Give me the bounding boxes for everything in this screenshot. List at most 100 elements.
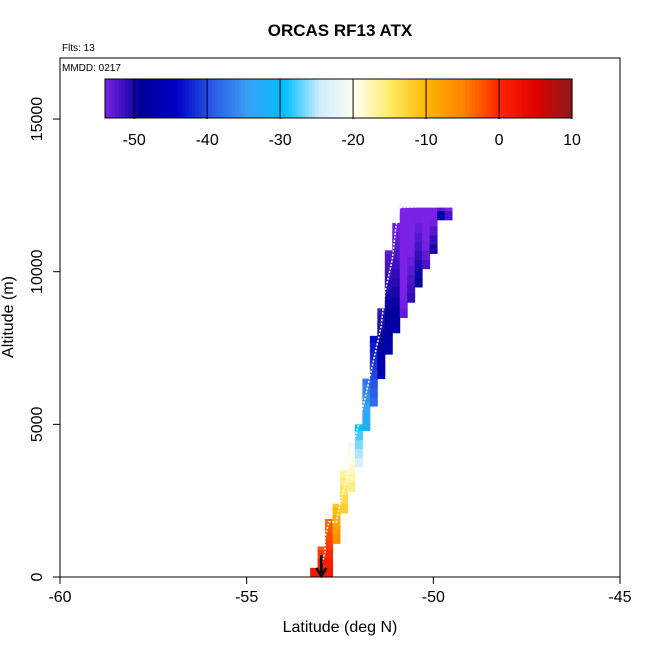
heatmap-cell	[392, 268, 401, 279]
heatmap-cell	[362, 421, 371, 431]
heatmap-cells	[310, 207, 453, 578]
flight-track	[315, 205, 449, 579]
heatmap-cell	[325, 522, 334, 532]
heatmap-cell	[392, 323, 401, 334]
colorbar-segment	[135, 79, 139, 118]
colorbar-segment	[328, 79, 333, 118]
colorbar-segment	[395, 79, 400, 118]
colorbar-segment	[448, 79, 453, 118]
x-tick-label: -55	[235, 589, 258, 606]
colorbar-segment	[378, 79, 383, 118]
heatmap-cell	[429, 216, 438, 227]
heatmap-cell	[392, 259, 401, 270]
heatmap-cell	[310, 567, 319, 578]
heatmap-cell	[347, 442, 356, 447]
colorbar-segment	[305, 79, 310, 118]
heatmap-cell	[325, 567, 334, 578]
colorbar-segment	[408, 79, 413, 118]
heatmap-cell	[317, 549, 326, 560]
heatmap-cell	[414, 259, 423, 270]
colorbar-segment	[291, 79, 296, 118]
colorbar-segment	[428, 79, 433, 118]
heatmap-cell	[399, 235, 408, 245]
colorbar-segment	[185, 79, 189, 118]
heatmap-cell	[340, 503, 348, 514]
heatmap-cell	[354, 439, 363, 450]
colorbar-segment	[515, 79, 520, 118]
heatmap-cell	[369, 396, 378, 407]
flight-track-line	[320, 205, 449, 577]
colorbar-segment	[498, 79, 503, 118]
heatmap-cell	[422, 222, 431, 233]
colorbar-segment	[561, 79, 566, 118]
colorbar-segment	[311, 79, 316, 118]
heatmap-cell	[399, 253, 408, 264]
colorbar-segment	[248, 79, 253, 118]
colorbar-segment	[138, 79, 143, 118]
colorbar-segment	[475, 79, 480, 118]
heatmap-cell	[407, 247, 416, 257]
colorbar-segment	[161, 79, 166, 118]
colorbar-segment	[275, 79, 280, 118]
colorbar-segment	[285, 79, 290, 118]
colorbar-segment	[488, 79, 493, 118]
colorbar-segment	[538, 79, 543, 118]
colorbar-segment	[431, 79, 436, 118]
heatmap-cell	[399, 299, 408, 309]
colorbar-segment	[125, 79, 129, 118]
colorbar-segment	[331, 79, 336, 118]
heatmap-cell	[399, 290, 408, 300]
colorbar-segment	[525, 79, 530, 118]
heatmap-cell	[422, 232, 431, 242]
colorbar-segment	[368, 79, 373, 118]
colorbar-segment	[535, 79, 540, 118]
heatmap-cell	[407, 283, 416, 294]
colorbar	[104, 78, 573, 119]
heatmap-cell	[429, 244, 438, 254]
x-tick-label: -50	[422, 589, 445, 606]
colorbar-segment	[215, 79, 220, 118]
heatmap-cell	[384, 280, 393, 291]
colorbar-segment	[265, 79, 270, 118]
heatmap-cell	[414, 268, 423, 279]
heatmap-cell	[407, 210, 416, 221]
colorbar-ticks: -50 -40 -30 -20 -10 0 10	[123, 79, 581, 149]
heatmap-cell	[347, 454, 356, 465]
colorbar-tick-label: -40	[196, 132, 219, 149]
heatmap-cell	[369, 335, 378, 343]
colorbar-segment	[295, 79, 300, 118]
heatmap-cell	[369, 360, 378, 370]
heatmap-cell	[384, 271, 393, 282]
colorbar-segment	[445, 79, 450, 118]
colorbar-segment	[545, 79, 550, 118]
colorbar-segment	[425, 79, 430, 118]
colorbar-segment	[261, 79, 266, 118]
colorbar-segment	[528, 79, 533, 118]
colorbar-segment	[471, 79, 476, 118]
heatmap-cell	[369, 369, 378, 380]
y-tick-label: 5000	[29, 406, 46, 442]
heatmap-cell	[362, 402, 371, 413]
heatmap-cell	[377, 323, 386, 334]
colorbar-segment	[485, 79, 490, 118]
heatmap-cell	[384, 253, 393, 264]
heatmap-cell	[377, 369, 386, 380]
colorbar-segment	[418, 79, 423, 118]
colorbar-segment	[381, 79, 386, 118]
colorbar-segment	[195, 79, 199, 118]
colorbar-segment	[371, 79, 376, 118]
heatmap-cell	[422, 213, 431, 224]
heatmap-cell	[407, 207, 416, 212]
colorbar-segment	[468, 79, 473, 118]
colorbar-segment	[358, 79, 363, 118]
heatmap-cell	[332, 506, 341, 517]
colorbar-tick-label: 0	[495, 132, 504, 149]
colorbar-segment	[435, 79, 440, 118]
colorbar-segment	[221, 79, 226, 118]
colorbar-segment	[438, 79, 443, 118]
heatmap-cell	[384, 299, 393, 309]
colorbar-segment	[518, 79, 523, 118]
heatmap-cell	[384, 335, 393, 346]
colorbar-segment	[301, 79, 306, 118]
colorbar-segment	[271, 79, 276, 118]
